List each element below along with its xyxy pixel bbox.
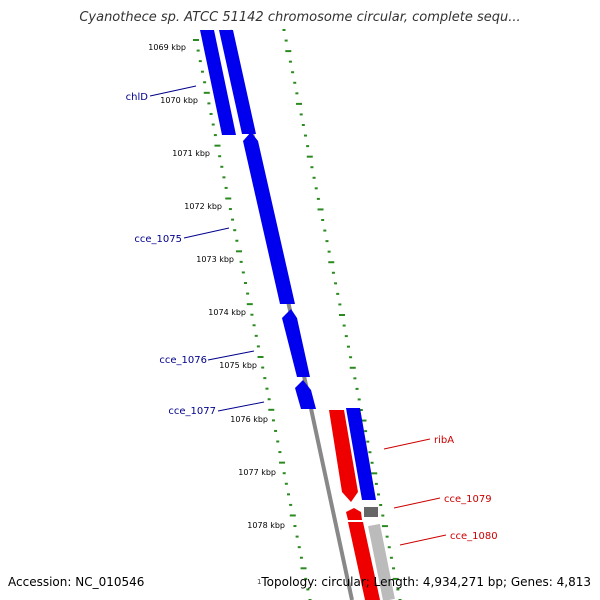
leader-cce_1079 [393,497,441,509]
topology-text: Topology: circular; Length: 4,934,271 bp… [261,575,591,589]
gene-ribA[interactable] [329,410,358,502]
leader-chlD [149,85,197,97]
leader-ribA [383,438,431,450]
scale-ticks-right [282,29,402,600]
tick-label-1073: 1073 kbp [196,255,234,264]
backbone-line-grey [368,523,395,600]
gene-label-cce_1079[interactable]: cce_1079 [444,494,492,505]
gene-chlD-outer[interactable] [200,30,236,135]
gene-cce_1075[interactable] [243,132,295,304]
gene-cce_1077[interactable] [295,380,316,409]
gene-ribA-forward[interactable] [346,408,376,500]
tick-label-1074: 1074 kbp [208,308,246,317]
gene-cce_1079-grey [364,507,378,517]
tick-label-1078: 1078 kbp [247,521,285,530]
gene-label-ribA[interactable]: ribA [434,435,454,446]
gene-label-cce_1077[interactable]: cce_1077 [168,406,216,417]
scale-ticks-left [193,39,312,600]
tick-label-1076: 1076 kbp [230,415,268,424]
leader-cce_1077 [217,401,265,412]
gene-cce_1080[interactable] [348,522,380,600]
gene-label-cce_1080[interactable]: cce_1080 [450,531,498,542]
tick-label-1077: 1077 kbp [238,468,276,477]
gene-label-cce_1075[interactable]: cce_1075 [134,234,182,245]
leader-cce_1076 [207,350,255,361]
gene-label-chlD[interactable]: chlD [126,92,149,103]
gene-chlD-inner[interactable] [219,30,256,134]
accession-text: Accession: NC_010546 [8,575,145,589]
map-title: Cyanothece sp. ATCC 51142 chromosome cir… [79,10,521,25]
tick-label-1075: 1075 kbp [219,361,257,370]
tick-label-1072: 1072 kbp [184,202,222,211]
gene-label-cce_1076[interactable]: cce_1076 [159,355,207,366]
gene-cce_1076[interactable] [282,309,310,377]
gene-cce_1079[interactable] [346,508,362,520]
leader-cce_1075 [183,227,230,239]
tick-label-1070: 1070 kbp [160,96,198,105]
tick-label-1069: 1069 kbp [148,43,186,52]
tick-label-1071: 1071 kbp [172,149,210,158]
footer-mark: 1 [257,578,262,586]
leader-cce_1080 [399,534,447,546]
